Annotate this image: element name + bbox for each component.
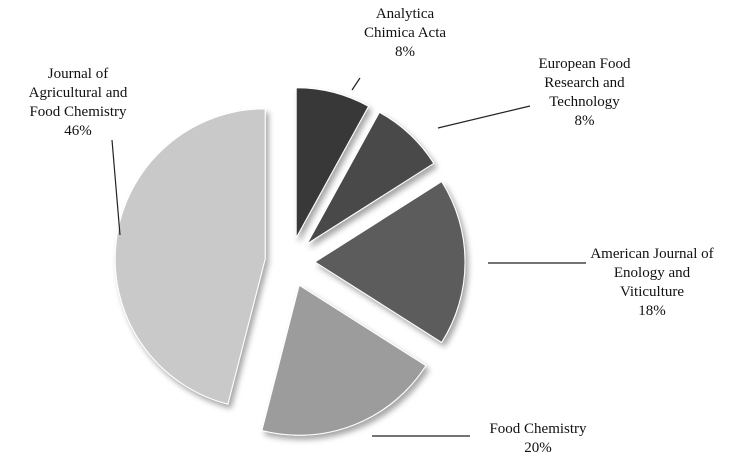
slice-name: Analytica Chimica Acta (363, 6, 447, 41)
leader-line (111, 139, 121, 236)
slice-label: European Food Research and Technology 8% (522, 55, 647, 131)
slice-name: American Journal of Enology and Viticult… (590, 246, 714, 300)
slice-percent: 46% (64, 123, 92, 139)
slice-label: Food Chemistry 20% (468, 420, 608, 458)
slice-percent: 8% (574, 113, 595, 129)
slice-label: American Journal of Enology and Viticult… (588, 245, 716, 321)
slice-name: Food Chemistry (489, 421, 587, 437)
slice-percent: 8% (395, 44, 415, 60)
slice-percent: 18% (638, 303, 666, 319)
pie-slice (261, 284, 427, 436)
pie-slice (314, 180, 466, 344)
pie-slice (114, 108, 266, 405)
slice-name: Journal of Agricultural and Food Chemist… (28, 66, 128, 120)
leader-line (437, 105, 531, 129)
slice-name: European Food Research and Technology (538, 56, 631, 110)
pie-slice (295, 87, 370, 239)
leader-line (351, 77, 361, 91)
slice-label: Analytica Chimica Acta 8% (355, 5, 455, 62)
slice-percent: 20% (524, 440, 552, 456)
slice-label: Journal of Agricultural and Food Chemist… (18, 65, 138, 141)
pie-slice (306, 111, 435, 245)
